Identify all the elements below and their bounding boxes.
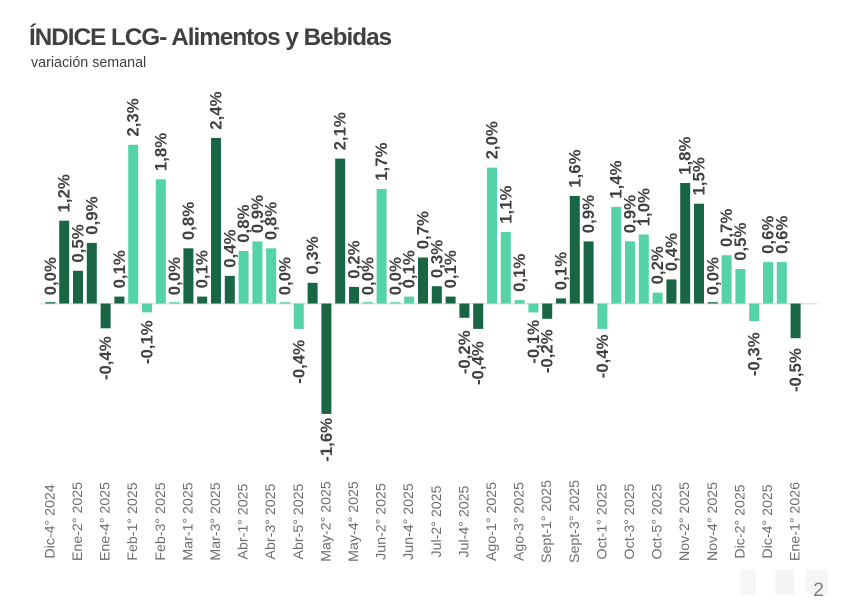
svg-text:0,2%: 0,2% (345, 240, 364, 278)
svg-text:0,0%: 0,0% (358, 257, 377, 295)
svg-text:-0,1%: -0,1% (138, 320, 157, 364)
svg-text:-0,4%: -0,4% (289, 340, 308, 384)
svg-text:1,8%: 1,8% (151, 133, 170, 171)
svg-text:Nov-2° 2025: Nov-2° 2025 (677, 482, 693, 561)
svg-text:0,0%: 0,0% (165, 257, 184, 295)
svg-text:-0,1%: -0,1% (524, 320, 543, 364)
svg-text:1,4%: 1,4% (607, 160, 626, 198)
svg-text:0,1%: 0,1% (552, 252, 571, 290)
svg-text:Ene-4° 2025: Ene-4° 2025 (98, 482, 114, 561)
svg-text:Mar-1° 2025: Mar-1° 2025 (180, 482, 196, 560)
svg-text:Ene-2° 2025: Ene-2° 2025 (70, 482, 86, 561)
svg-text:-0,4%: -0,4% (469, 341, 488, 385)
svg-text:0,7%: 0,7% (717, 209, 736, 247)
svg-text:-0,2%: -0,2% (538, 329, 557, 373)
svg-text:0,1%: 0,1% (441, 250, 460, 288)
svg-text:0,9%: 0,9% (621, 195, 640, 233)
svg-text:Dic-4° 2024: Dic-4° 2024 (42, 484, 58, 558)
svg-text:May-4° 2025: May-4° 2025 (346, 481, 362, 562)
svg-text:-0,2%: -0,2% (455, 330, 474, 374)
svg-text:2,4%: 2,4% (207, 91, 226, 129)
svg-text:0,9%: 0,9% (579, 195, 598, 233)
svg-text:Jun-4° 2025: Jun-4° 2025 (401, 483, 417, 560)
svg-text:Ene-1° 2026: Ene-1° 2026 (788, 482, 804, 561)
svg-text:0,6%: 0,6% (759, 216, 778, 254)
svg-text:Abr-5° 2025: Abr-5° 2025 (291, 483, 307, 559)
svg-text:Feb-1° 2025: Feb-1° 2025 (125, 482, 141, 560)
svg-text:0,4%: 0,4% (662, 233, 681, 271)
svg-text:0,3%: 0,3% (303, 236, 322, 274)
svg-text:0,6%: 0,6% (772, 216, 791, 254)
svg-text:variación semanal: variación semanal (31, 55, 146, 71)
svg-text:Ago-3° 2025: Ago-3° 2025 (512, 482, 528, 561)
svg-text:1,6%: 1,6% (565, 149, 584, 187)
svg-text:1,1%: 1,1% (496, 185, 515, 223)
svg-text:Oct-5° 2025: Oct-5° 2025 (650, 483, 666, 559)
svg-text:0,7%: 0,7% (414, 211, 433, 249)
svg-text:0,8%: 0,8% (234, 204, 253, 242)
svg-text:Jul-2° 2025: Jul-2° 2025 (429, 485, 445, 557)
svg-text:0,5%: 0,5% (69, 224, 88, 262)
svg-text:0,0%: 0,0% (386, 257, 405, 295)
svg-text:0,0%: 0,0% (703, 257, 722, 295)
svg-text:Sept-3° 2025: Sept-3° 2025 (567, 480, 583, 563)
svg-text:0,0%: 0,0% (276, 257, 295, 295)
svg-text:0,1%: 0,1% (510, 254, 529, 292)
svg-text:Ago-1° 2025: Ago-1° 2025 (484, 482, 500, 561)
svg-text:2,1%: 2,1% (331, 112, 350, 150)
svg-text:-0,5%: -0,5% (786, 348, 805, 392)
svg-text:Dic-2° 2025: Dic-2° 2025 (732, 484, 748, 558)
svg-text:Dic-4° 2025: Dic-4° 2025 (760, 484, 776, 558)
svg-text:Sept-1° 2025: Sept-1° 2025 (539, 480, 555, 563)
svg-text:Abr-3° 2025: Abr-3° 2025 (263, 483, 279, 559)
svg-text:0,0%: 0,0% (41, 257, 60, 295)
svg-text:1,7%: 1,7% (372, 142, 391, 180)
svg-text:1,5%: 1,5% (690, 157, 709, 195)
svg-text:0,1%: 0,1% (400, 250, 419, 288)
svg-text:-1,6%: -1,6% (317, 418, 336, 462)
svg-text:0,9%: 0,9% (82, 196, 101, 234)
svg-text:-0,4%: -0,4% (96, 336, 115, 380)
svg-text:-0,3%: -0,3% (745, 332, 764, 376)
svg-text:Oct-3° 2025: Oct-3° 2025 (622, 483, 638, 559)
svg-text:1,2%: 1,2% (55, 174, 74, 212)
svg-text:0,8%: 0,8% (179, 202, 198, 240)
svg-text:2: 2 (813, 579, 824, 601)
svg-text:0,8%: 0,8% (262, 202, 281, 240)
svg-text:Nov-4° 2025: Nov-4° 2025 (705, 482, 721, 561)
svg-text:2,0%: 2,0% (483, 121, 502, 159)
svg-text:0,9%: 0,9% (248, 195, 267, 233)
svg-text:0,1%: 0,1% (110, 250, 129, 288)
svg-text:Jul-4° 2025: Jul-4° 2025 (456, 485, 472, 557)
svg-text:0,2%: 0,2% (648, 246, 667, 284)
svg-text:0,3%: 0,3% (427, 240, 446, 278)
svg-text:Mar-3° 2025: Mar-3° 2025 (208, 482, 224, 560)
svg-text:0,5%: 0,5% (731, 222, 750, 260)
svg-text:ÍNDICE LCG- Alimentos y Bebida: ÍNDICE LCG- Alimentos y Bebidas (29, 23, 392, 51)
svg-text:1,0%: 1,0% (634, 188, 653, 226)
svg-text:May-2° 2025: May-2° 2025 (318, 481, 334, 562)
svg-text:-0,4%: -0,4% (593, 334, 612, 378)
svg-text:1,8%: 1,8% (676, 136, 695, 174)
svg-text:Feb-3° 2025: Feb-3° 2025 (153, 482, 169, 560)
svg-text:Oct-1° 2025: Oct-1° 2025 (594, 483, 610, 559)
svg-text:0,4%: 0,4% (220, 229, 239, 267)
svg-text:Abr-1° 2025: Abr-1° 2025 (236, 483, 252, 559)
svg-text:0,1%: 0,1% (193, 250, 212, 288)
svg-text:2,3%: 2,3% (124, 98, 143, 136)
svg-text:Jun-2° 2025: Jun-2° 2025 (374, 483, 390, 560)
